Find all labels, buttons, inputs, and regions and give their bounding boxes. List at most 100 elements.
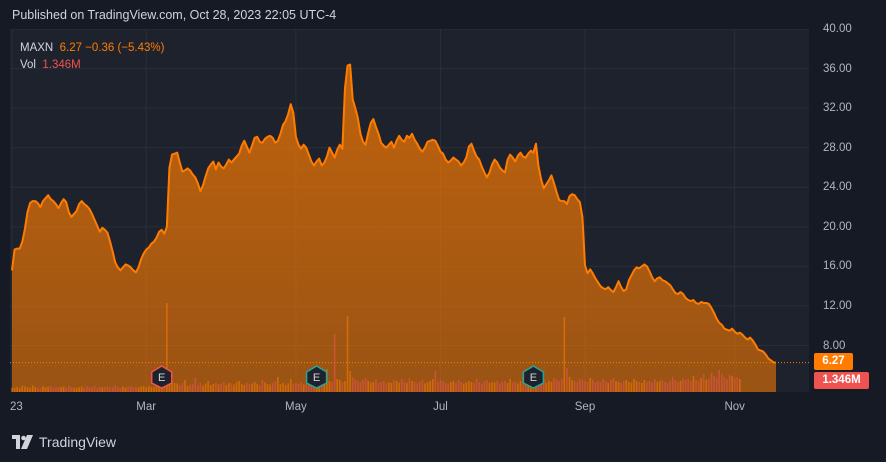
volume-bar (653, 379, 656, 392)
volume-bar (431, 379, 434, 392)
volume-bar (328, 381, 331, 392)
volume-bar (52, 387, 55, 392)
earnings-marker-label: E (158, 372, 165, 384)
volume-bar (586, 382, 589, 392)
volume-bar (395, 381, 398, 392)
volume-bar (132, 387, 135, 392)
tradingview-brand[interactable]: TradingView (12, 434, 116, 450)
legend-price-row: MAXN 6.27 −0.36 (−5.43%) (20, 40, 164, 57)
volume-bar (197, 385, 199, 392)
legend-symbol[interactable]: MAXN (20, 42, 54, 54)
volume-bar (150, 387, 153, 392)
volume-bar (462, 383, 465, 392)
volume-bar (457, 380, 460, 392)
volume-bar (155, 385, 158, 392)
volume-bar (302, 384, 305, 392)
price-axis-tick: 16.00 (823, 260, 852, 273)
volume-bar (514, 382, 517, 392)
volume-bar (207, 381, 209, 392)
volume-bar (509, 379, 511, 392)
volume-bar (612, 378, 615, 392)
volume-bar (413, 382, 416, 392)
volume-bar (49, 386, 52, 392)
volume-bar (153, 386, 155, 392)
legend-volume-label[interactable]: Vol (20, 59, 36, 71)
volume-bar (194, 378, 197, 392)
volume-bar (501, 382, 504, 392)
volume-bar (264, 382, 266, 392)
volume-bar (295, 383, 297, 392)
volume-bar (424, 383, 426, 392)
volume-bar (723, 377, 726, 392)
volume-bar (119, 387, 122, 392)
volume-bar (659, 381, 661, 392)
volume-bar (142, 385, 145, 392)
volume-bar (83, 387, 86, 392)
volume-bar (594, 382, 597, 392)
volume-bar (256, 384, 258, 392)
volume-bar (300, 382, 302, 392)
earnings-marker[interactable]: E (150, 365, 173, 389)
earnings-marker[interactable]: E (305, 365, 328, 389)
earnings-marker-shape (305, 365, 328, 389)
volume-bar (11, 387, 13, 392)
earnings-marker[interactable]: E (522, 365, 545, 389)
volume-bar (486, 380, 488, 392)
volume-bar (129, 386, 132, 392)
price-area (12, 64, 776, 392)
time-axis[interactable]: 23 Mar May Jul Sep Nov (10, 392, 886, 422)
volume-bar (697, 381, 700, 392)
volume-bar (444, 383, 447, 392)
volume-bar (377, 383, 380, 392)
volume-bar (555, 380, 558, 392)
volume-bar (261, 380, 264, 392)
volume-bar (106, 386, 109, 392)
volume-bar (684, 380, 687, 392)
volume-bar (638, 382, 640, 392)
volume-bar (661, 380, 664, 392)
volume-bar (44, 387, 47, 392)
volume-bar (93, 385, 96, 392)
volume-bar (351, 377, 354, 392)
volume-bar (576, 382, 579, 392)
time-axis-tick: Mar (136, 401, 157, 413)
volume-bar (604, 381, 607, 392)
volume-bar (390, 383, 393, 392)
volume-bar (212, 384, 215, 392)
volume-bar (209, 385, 212, 392)
volume-bar (563, 317, 566, 392)
earnings-marker-label: E (530, 372, 537, 384)
volume-bar (506, 383, 509, 392)
volume-bar (57, 386, 60, 392)
volume-bar (357, 381, 359, 392)
price-axis[interactable]: 40.00 36.00 32.00 28.00 24.00 20.00 16.00 12.00… (809, 23, 886, 392)
volume-bar (18, 388, 21, 392)
volume-bar (60, 387, 62, 392)
published-header: Published on TradingView.com, Oct 28, 20… (12, 8, 337, 22)
volume-bar (406, 383, 408, 392)
volume-bar (171, 381, 173, 392)
volume-bar (718, 370, 721, 392)
volume-bar (21, 385, 24, 392)
volume-bar (385, 383, 388, 392)
volume-bar (488, 383, 491, 392)
volume-bar (55, 387, 57, 392)
earnings-marker-label: E (313, 372, 320, 384)
volume-bar (388, 382, 390, 392)
volume-bar (354, 379, 357, 392)
volume-bar (62, 386, 65, 392)
volume-bar (313, 384, 315, 392)
volume-bar (545, 383, 548, 392)
price-axis-tick: 32.00 (823, 102, 852, 115)
volume-bar (687, 379, 690, 392)
volume-bar (715, 378, 718, 392)
volume-bar (42, 386, 44, 392)
volume-bar (455, 383, 457, 392)
legend-volume-row: Vol 1.346M (20, 57, 164, 74)
volume-bar (341, 382, 344, 392)
volume-bar (148, 386, 150, 392)
volume-bar (367, 381, 369, 392)
last-price-tag: 6.27 (814, 353, 853, 370)
